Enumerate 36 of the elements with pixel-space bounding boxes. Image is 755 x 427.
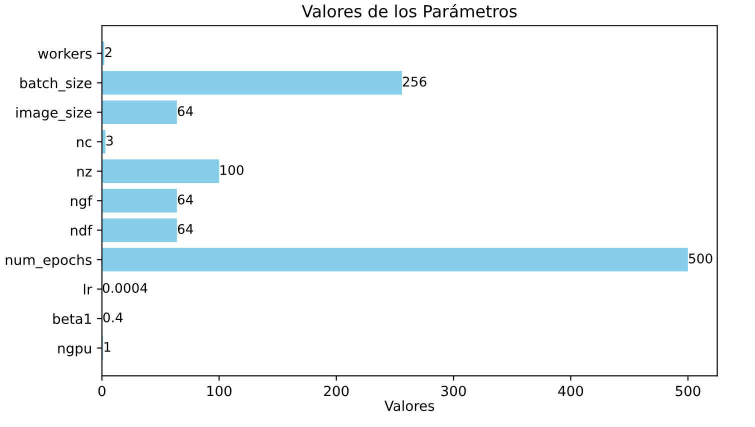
data-label: 256: [402, 76, 426, 87]
y-tick-label: nc: [77, 139, 92, 148]
x-tick-label: 0: [98, 386, 106, 396]
y-tick-label: beta1: [53, 313, 91, 324]
x-tick-label: 200: [324, 386, 349, 396]
data-label: 3: [106, 136, 113, 146]
bar: [102, 218, 177, 242]
bar: [102, 188, 177, 212]
data-label: 64: [178, 106, 193, 116]
chart-title: Valores de los Parámetros: [302, 4, 517, 18]
y-tick-label: lr: [84, 284, 92, 294]
data-label: 1: [104, 342, 110, 352]
data-label: 64: [178, 224, 193, 234]
y-tick-label: workers: [38, 48, 92, 59]
bar: [102, 71, 402, 95]
data-label: 64: [178, 194, 193, 205]
bar: [102, 159, 220, 184]
data-label: 100: [220, 165, 244, 176]
x-tick-label: 100: [207, 386, 232, 396]
data-label: 500: [688, 253, 712, 264]
data-label: 2: [105, 47, 112, 57]
y-tick-label: batch_size: [20, 78, 92, 92]
y-tick-label: ngpu: [58, 346, 91, 356]
x-tick-label: 400: [558, 386, 584, 396]
x-tick-label: 500: [676, 386, 700, 396]
y-tick-label: ndf: [70, 224, 92, 236]
bar: [102, 248, 688, 272]
y-tick-label: nz: [77, 168, 92, 176]
bar: [102, 100, 177, 124]
data-label: 0.4: [103, 312, 123, 322]
y-tick-label: ngf: [70, 195, 92, 209]
x-axis-title: Valores: [384, 400, 434, 412]
y-tick-label: num_epochs: [6, 254, 92, 268]
y-tick-label: image_size: [16, 106, 92, 121]
x-tick-label: 300: [441, 386, 466, 396]
data-label: 0.0004: [102, 282, 148, 293]
